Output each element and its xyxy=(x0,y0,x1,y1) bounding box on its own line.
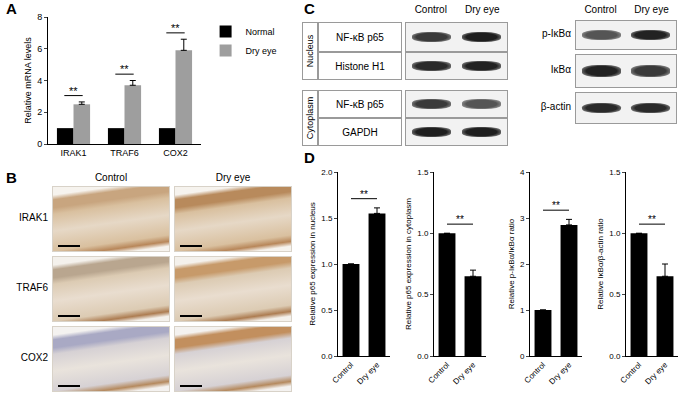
svg-text:0.0: 0.0 xyxy=(417,352,429,361)
svg-text:Normal: Normal xyxy=(246,27,275,37)
html-text:D: D xyxy=(304,149,315,166)
svg-text:Dry eye: Dry eye xyxy=(643,360,669,386)
svg-text:Relative p-IκBα/IκBα ratio: Relative p-IκBα/IκBα ratio xyxy=(507,218,516,309)
html-text:C: C xyxy=(304,0,315,17)
html-text:Dry eye: Dry eye xyxy=(634,4,669,15)
svg-text:TRAF6: TRAF6 xyxy=(110,148,139,158)
svg-text:2: 2 xyxy=(37,107,42,117)
svg-text:3: 3 xyxy=(520,214,525,223)
svg-text:COX2: COX2 xyxy=(163,148,188,158)
svg-text:1.5: 1.5 xyxy=(417,168,429,177)
svg-text:1.0: 1.0 xyxy=(609,229,621,238)
html-text:p-IκBα: p-IκBα xyxy=(541,28,571,39)
svg-text:0.5: 0.5 xyxy=(321,306,333,315)
html-text:Dry eye: Dry eye xyxy=(465,4,500,15)
svg-text:**: ** xyxy=(171,22,180,34)
html-text:Control: Control xyxy=(584,4,617,15)
svg-text:0.5: 0.5 xyxy=(609,290,621,299)
svg-text:0: 0 xyxy=(37,139,42,149)
svg-text:Dry eye: Dry eye xyxy=(246,46,277,56)
html-text:A: A xyxy=(6,0,17,17)
svg-text:**: ** xyxy=(69,85,78,97)
html-text:Control: Control xyxy=(414,4,447,15)
svg-text:0.5: 0.5 xyxy=(417,290,429,299)
svg-text:1.5: 1.5 xyxy=(609,168,621,177)
svg-text:4: 4 xyxy=(37,76,42,86)
html-text:B: B xyxy=(6,169,17,186)
svg-text:Control: Control xyxy=(619,360,644,385)
html-text:Control: Control xyxy=(94,172,128,183)
html-text:Cytoplasm: Cytoplasm xyxy=(305,96,315,140)
html-text:NF-κB p65: NF-κB p65 xyxy=(336,98,384,110)
svg-text:Control: Control xyxy=(331,360,356,385)
html-text:GAPDH: GAPDH xyxy=(342,126,378,138)
svg-text:**: ** xyxy=(360,189,368,200)
svg-text:Relative p65 expression in cyt: Relative p65 expression in cytoplasm xyxy=(404,198,413,330)
svg-text:**: ** xyxy=(552,200,560,211)
svg-text:IRAK1: IRAK1 xyxy=(60,148,86,158)
svg-text:0: 0 xyxy=(520,352,525,361)
html-text:Histone H1: Histone H1 xyxy=(335,60,385,72)
svg-text:Dry eye: Dry eye xyxy=(547,360,573,386)
svg-text:1: 1 xyxy=(520,306,525,315)
html-text:TRAF6: TRAF6 xyxy=(16,282,48,293)
svg-text:0.0: 0.0 xyxy=(609,352,621,361)
html-text:COX2: COX2 xyxy=(20,352,48,363)
html-text:IRAK1: IRAK1 xyxy=(19,212,48,223)
svg-text:Dry eye: Dry eye xyxy=(355,360,381,386)
svg-text:Relative p65 expression in nuc: Relative p65 expression in nucleus xyxy=(308,202,317,326)
svg-text:1.0: 1.0 xyxy=(321,260,333,269)
html-text:Nucleus: Nucleus xyxy=(305,34,315,68)
svg-text:Relative IκBα/β-actin ratio: Relative IκBα/β-actin ratio xyxy=(596,218,605,310)
svg-text:**: ** xyxy=(648,214,656,225)
svg-text:6: 6 xyxy=(37,44,42,54)
svg-text:2: 2 xyxy=(520,260,525,269)
svg-text:8: 8 xyxy=(37,12,42,22)
html-text:Dry eye: Dry eye xyxy=(215,172,251,183)
svg-text:2.0: 2.0 xyxy=(321,168,333,177)
html-text:NF-κB p65: NF-κB p65 xyxy=(336,31,384,43)
svg-text:**: ** xyxy=(120,63,129,75)
svg-text:Relative mRNA levels: Relative mRNA levels xyxy=(23,37,33,124)
svg-text:1.0: 1.0 xyxy=(417,229,429,238)
svg-text:1.5: 1.5 xyxy=(321,214,333,223)
svg-text:Control: Control xyxy=(427,360,452,385)
svg-text:**: ** xyxy=(456,214,464,225)
svg-text:Control: Control xyxy=(523,360,548,385)
html-text:IκBα: IκBα xyxy=(550,64,571,75)
html-text:β-actin: β-actin xyxy=(540,101,571,112)
svg-text:4: 4 xyxy=(520,168,525,177)
svg-text:Dry eye: Dry eye xyxy=(451,360,477,386)
svg-text:0.0: 0.0 xyxy=(321,352,333,361)
